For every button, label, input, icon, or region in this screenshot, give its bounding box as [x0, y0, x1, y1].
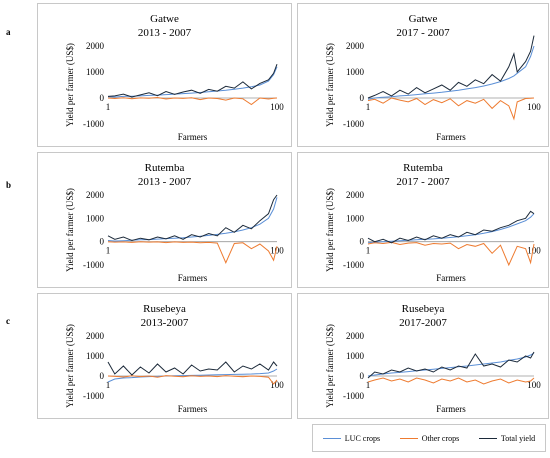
row-label-b: b: [6, 180, 12, 190]
chart2-series-luc-crops: [367, 45, 535, 100]
chart1-y-tick-label: -1000: [83, 119, 104, 129]
chart1-x-tick-label: 1: [106, 102, 111, 112]
chart5-y-tick-label: -1000: [83, 391, 104, 401]
chart4-y-tick-label: -1000: [343, 260, 364, 270]
chart5-y-tick-label: 2000: [86, 331, 105, 341]
chart-panel-gatwe-2017: Gatwe 2017 - 2007 Yield per farmer (US$) 20…: [297, 3, 549, 147]
chart1-y-axis-label: Yield per farmer (US$): [65, 43, 75, 127]
chart6-x-tick-label: 100: [527, 380, 541, 390]
chart5-subtitle: 2013-2007: [141, 317, 189, 329]
chart3-series-total-yield: [107, 194, 278, 242]
chart5-series-other-crops: [107, 375, 278, 385]
chart4-x-tick-label: 100: [527, 246, 541, 256]
chart3-y-tick-label: 0: [100, 237, 105, 247]
chart5-series-total-yield: [107, 361, 278, 376]
chart1-y-tick-label: 0: [100, 93, 105, 103]
chart3-series-other-crops: [107, 241, 278, 264]
chart3-y-tick-label: -1000: [83, 260, 104, 270]
chart5-x-axis-label: Farmers: [178, 404, 208, 414]
chart6-x-axis-label: Farmers: [436, 404, 466, 414]
chart2-title: Gatwe: [409, 13, 438, 25]
chart6-series-other-crops: [367, 377, 535, 385]
chart4-x-axis-label: Farmers: [436, 273, 466, 283]
chart2-y-tick-label: 1000: [346, 67, 365, 77]
chart4-subtitle: 2017 - 2007: [396, 176, 450, 188]
chart1-title: Gatwe: [150, 13, 179, 25]
chart2-y-tick-label: 0: [360, 93, 365, 103]
chart2-x-tick-label: 1: [366, 102, 371, 112]
chart5-y-axis-label: Yield per farmer (US$): [65, 324, 75, 408]
chart3-y-tick-label: 2000: [86, 190, 105, 200]
chart4-y-tick-label: 2000: [346, 190, 365, 200]
chart4-y-tick-label: 1000: [346, 213, 365, 223]
chart1-x-tick-label: 100: [270, 102, 284, 112]
chart5-x-tick-label: 100: [270, 380, 284, 390]
chart3-x-axis-label: Farmers: [178, 273, 208, 283]
legend-label-other-crops: Other crops: [421, 433, 460, 443]
chart2-y-axis-label: Yield per farmer (US$): [325, 43, 335, 127]
chart3-series-luc-crops: [107, 197, 278, 242]
chart5-series-luc-crops: [107, 368, 278, 383]
chart1-series-other-crops: [107, 96, 278, 106]
chart5-y-tick-label: 1000: [86, 351, 105, 361]
chart-panel-gatwe-2013: Gatwe 2013 - 2007 Yield per farmer (US$) 20…: [37, 3, 292, 147]
legend-swatch-total-yield: [478, 437, 497, 439]
chart3-x-tick-label: 100: [270, 246, 284, 256]
chart1-subtitle: 2013 - 2007: [138, 27, 192, 39]
row-label-a: a: [6, 27, 11, 37]
legend-label-total-yield: Total yield: [500, 433, 536, 443]
chart2-series-other-crops: [367, 97, 535, 121]
chart-panel-rusebeya-2017: Rusebeya 2017-2007 Yield per farmer (US$) 2…: [297, 293, 549, 419]
legend-item-luc-crops: LUC crops: [322, 433, 381, 443]
chart-panel-rusebeya-2013: Rusebeya 2013-2007 Yield per farmer (US$) 2…: [37, 293, 292, 419]
chart6-series-luc-crops: [367, 352, 535, 377]
chart1-x-axis-label: Farmers: [178, 132, 208, 142]
chart6-x-tick-label: 1: [366, 380, 371, 390]
chart6-y-tick-label: 0: [360, 371, 365, 381]
chart4-y-tick-label: 0: [360, 237, 365, 247]
chart6-series-total-yield: [367, 351, 535, 379]
chart5-y-tick-label: 0: [100, 371, 105, 381]
chart2-y-tick-label: -1000: [343, 119, 364, 129]
chart2-x-axis-label: Farmers: [436, 132, 466, 142]
chart6-y-tick-label: 2000: [346, 331, 365, 341]
chart6-y-tick-label: -1000: [343, 391, 364, 401]
chart6-title: Rusebeya: [402, 303, 445, 315]
chart2-subtitle: 2017 - 2007: [396, 27, 450, 39]
chart2-y-tick-label: 2000: [346, 41, 365, 51]
chart6-subtitle: 2017-2007: [399, 317, 447, 329]
chart3-y-tick-label: 1000: [86, 213, 105, 223]
chart1-y-tick-label: 1000: [86, 67, 105, 77]
chart1-series-total-yield: [107, 64, 278, 98]
chart3-title: Rutemba: [145, 162, 185, 174]
chart4-y-axis-label: Yield per farmer (US$): [325, 188, 335, 272]
legend-swatch-other-crops: [399, 437, 418, 439]
legend-label-luc-crops: LUC crops: [344, 433, 381, 443]
chart3-x-tick-label: 1: [106, 246, 111, 256]
legend-item-other-crops: Other crops: [399, 433, 460, 443]
legend-swatch-luc-crops: [322, 437, 341, 439]
chart1-y-tick-label: 2000: [86, 41, 105, 51]
chart4-series-luc-crops: [367, 213, 535, 244]
chart4-series-other-crops: [367, 241, 535, 267]
chart2-x-tick-label: 100: [527, 102, 541, 112]
legend-item-total-yield: Total yield: [478, 433, 536, 443]
chart2-series-total-yield: [367, 35, 535, 99]
chart4-title: Rutemba: [403, 162, 443, 174]
chart3-subtitle: 2013 - 2007: [138, 176, 192, 188]
chart5-title: Rusebeya: [143, 303, 186, 315]
chart5-x-tick-label: 1: [106, 380, 111, 390]
chart1-series-luc-crops: [107, 66, 278, 98]
chart6-y-tick-label: 1000: [346, 351, 365, 361]
chart4-x-tick-label: 1: [366, 246, 371, 256]
chart3-y-axis-label: Yield per farmer (US$): [65, 188, 75, 272]
chart4-series-total-yield: [367, 210, 535, 244]
chart6-y-axis-label: Yield per farmer (US$): [325, 324, 335, 408]
chart-panel-rutemba-2013: Rutemba 2013 - 2007 Yield per farmer (US$)…: [37, 152, 292, 288]
chart-legend: LUC crops Other crops Total yield: [312, 424, 546, 452]
chart-panel-rutemba-2017: Rutemba 2017 - 2007 Yield per farmer (US$)…: [297, 152, 549, 288]
row-label-c: c: [6, 316, 10, 326]
